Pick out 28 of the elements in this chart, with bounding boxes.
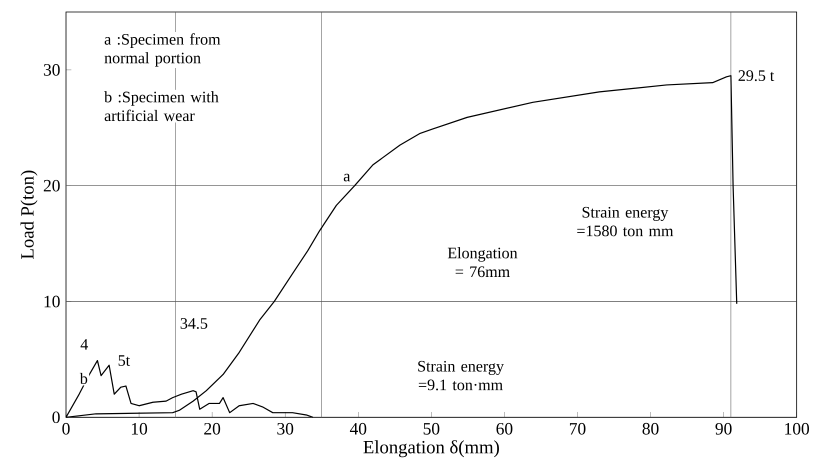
annotation: 5t <box>118 355 130 366</box>
y-tick-label: 30 <box>44 64 60 76</box>
annotation: 34.5 <box>180 318 208 329</box>
x-axis-title: Elongation δ(mm) <box>363 440 499 458</box>
annotation: Strain energy =9.1 ton·mm <box>418 360 504 390</box>
x-tick-label: 10 <box>132 422 148 434</box>
annotation: 29.5 t <box>738 70 774 81</box>
x-tick-label: 20 <box>204 422 220 434</box>
x-tick-label: 90 <box>715 422 732 434</box>
annotation: b <box>80 372 88 384</box>
y-tick-label: 0 <box>52 411 60 424</box>
x-tick-label: 50 <box>424 422 440 434</box>
x-tick-label: 0 <box>62 422 70 434</box>
y-axis-title: Load P(ton) <box>20 170 38 259</box>
x-tick-label: 70 <box>570 422 586 434</box>
x-tick-label: 30 <box>277 422 294 434</box>
x-tick-label: 40 <box>350 422 366 434</box>
x-tick-label: 60 <box>496 422 512 434</box>
annotation: Elongation = 76mm <box>448 247 518 277</box>
annotation: b :Specimen with artificial wear <box>104 91 219 121</box>
annotation: a :Specimen from normal portion <box>104 33 220 66</box>
annotation: a <box>344 174 350 182</box>
annotation: Strain energy =1580 ton mm <box>577 206 674 236</box>
x-tick-label: 80 <box>642 422 659 434</box>
y-tick-label: 20 <box>44 180 60 192</box>
annotation: 4 <box>80 338 88 350</box>
y-tick-label: 10 <box>44 296 60 308</box>
x-tick-label: 100 <box>785 422 810 434</box>
